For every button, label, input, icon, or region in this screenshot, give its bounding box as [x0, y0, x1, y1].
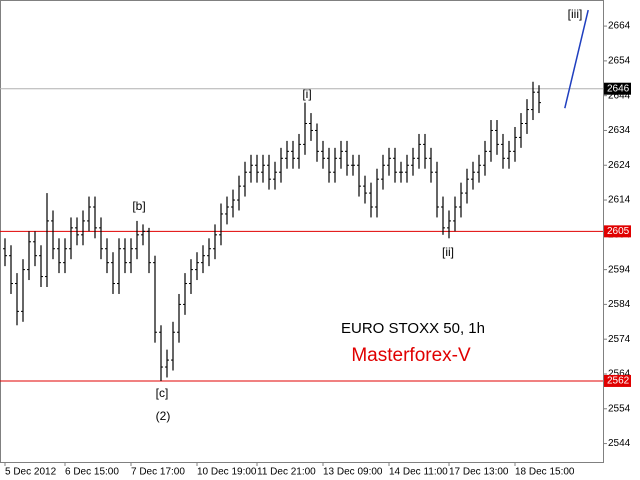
- annotation: [i]: [302, 87, 311, 101]
- y-tick-label: 2544: [608, 438, 631, 449]
- x-tick-label: 11 Dec 21:00: [257, 467, 316, 478]
- x-tick-label: 6 Dec 15:00: [65, 467, 119, 478]
- annotation: [b]: [132, 199, 145, 213]
- annotation: (2): [156, 409, 171, 423]
- level-label-box: [604, 225, 631, 238]
- level-label-box: [604, 374, 631, 387]
- y-tick-label: 2624: [608, 160, 631, 171]
- x-tick-label: 17 Dec 13:00: [449, 467, 509, 478]
- y-tick-label: 2664: [608, 21, 631, 32]
- last-price-box: [604, 82, 631, 95]
- y-tick-label: 2644: [608, 90, 631, 101]
- annotation: [iii]: [568, 7, 583, 21]
- y-tick-label: 2564: [608, 369, 631, 380]
- level-label: 2605: [607, 226, 630, 237]
- chart-subtitle: Masterforex-V: [351, 345, 471, 366]
- y-tick-label: 2594: [608, 264, 631, 275]
- x-tick-label: 14 Dec 11:00: [389, 467, 448, 478]
- y-tick-label: 2614: [608, 195, 631, 206]
- y-tick-label: 2554: [608, 403, 631, 414]
- annotation: [ii]: [442, 245, 454, 259]
- x-tick-label: 5 Dec 2012: [5, 467, 57, 478]
- y-tick-label: 2634: [608, 125, 631, 136]
- last-price-label: 2646: [607, 83, 630, 94]
- x-tick-label: 18 Dec 15:00: [515, 467, 575, 478]
- annotation: [c]: [156, 386, 169, 400]
- x-tick-label: 10 Dec 19:00: [197, 467, 257, 478]
- level-label: 2562: [607, 376, 630, 387]
- x-tick-label: 7 Dec 17:00: [131, 467, 185, 478]
- trend-line: [564, 9, 589, 109]
- chart-title: EURO STOXX 50, 1h: [341, 320, 485, 337]
- y-tick-label: 2574: [608, 334, 631, 345]
- y-tick-label: 2654: [608, 56, 631, 67]
- y-tick-label: 2584: [608, 299, 631, 310]
- x-tick-label: 13 Dec 09:00: [323, 467, 383, 478]
